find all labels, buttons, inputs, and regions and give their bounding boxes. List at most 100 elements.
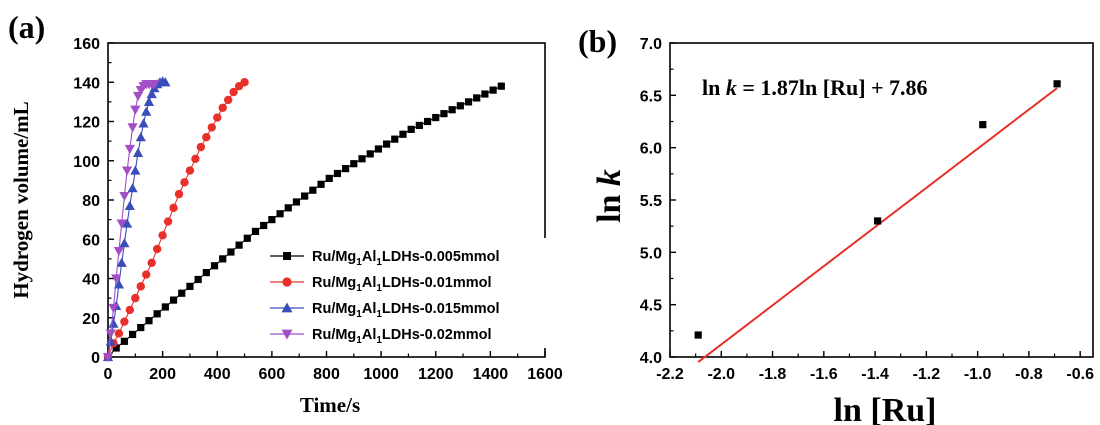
data-point-series-4 <box>122 166 133 176</box>
legend-label: Ru/Mg1Al1LDHs-0.015mmol <box>312 301 500 320</box>
y-tick-label: 40 <box>82 272 100 289</box>
data-point-series-1 <box>128 330 137 339</box>
data-point-series-2 <box>147 258 156 267</box>
data-point-series-4 <box>102 352 114 363</box>
data-point-series-1 <box>260 221 268 230</box>
panel-a-label: (a) <box>8 9 45 45</box>
data-point-series-3 <box>119 238 130 248</box>
y-tick-label: 4.5 <box>640 298 662 315</box>
data-point-series-1 <box>456 102 464 110</box>
panel-a-series-group <box>102 76 505 363</box>
y-tick-label: 5.5 <box>640 193 662 210</box>
scatter-point <box>694 331 702 339</box>
data-point-series-1 <box>374 145 382 153</box>
scatter-point <box>874 217 882 225</box>
panel-b-y-axis-title: ln k <box>591 169 628 223</box>
data-point-series-1 <box>481 90 489 98</box>
x-tick-label: -2.0 <box>707 366 735 383</box>
data-point-series-2 <box>191 154 200 163</box>
data-point-series-2 <box>207 123 216 132</box>
data-point-series-1 <box>448 106 456 114</box>
data-point-series-1 <box>202 269 210 277</box>
x-tick-label: 200 <box>149 366 176 383</box>
legend-label: Ru/Mg1Al1LDHs-0.005mmol <box>312 249 500 268</box>
data-point-series-1 <box>186 282 194 290</box>
data-point-series-1 <box>391 135 399 143</box>
data-point-series-1 <box>358 155 366 163</box>
data-point-series-4 <box>127 123 138 133</box>
y-tick-label: 120 <box>73 115 100 132</box>
x-tick-label: -0.8 <box>1015 366 1043 383</box>
data-point-series-2 <box>131 293 140 303</box>
data-point-series-3 <box>124 200 135 210</box>
data-point-series-1 <box>268 216 276 224</box>
data-point-series-4 <box>108 303 119 314</box>
data-point-series-2 <box>169 203 178 213</box>
data-point-series-1 <box>145 317 153 325</box>
y-tick-label: 5.0 <box>640 245 662 262</box>
legend-marker <box>281 329 293 340</box>
x-tick-label: 0 <box>104 366 113 383</box>
data-point-series-4 <box>113 246 125 257</box>
data-point-series-1 <box>292 198 301 206</box>
panel-a-y-axis-title: Hydrogen volume/mL <box>9 101 33 298</box>
data-point-series-3 <box>132 147 144 157</box>
data-point-series-3 <box>113 279 125 289</box>
y-tick-label: 100 <box>73 154 100 171</box>
x-tick-label: -1.0 <box>964 366 992 383</box>
x-tick-label: 600 <box>259 366 286 383</box>
data-point-series-4 <box>105 329 116 339</box>
panel-a-axes: 0 200 400 600 800 1000 1200 1400 1600 0 20 40 60 80 10… <box>73 36 563 383</box>
data-point-series-1 <box>432 113 440 122</box>
data-point-series-2 <box>185 166 195 175</box>
data-point-series-1 <box>317 180 325 188</box>
data-point-series-2 <box>213 113 222 122</box>
panel-b-label: (b) <box>578 23 617 59</box>
data-point-series-1 <box>309 186 317 194</box>
data-point-series-3 <box>122 218 133 228</box>
data-point-series-1 <box>325 174 333 183</box>
data-point-series-1 <box>399 130 407 138</box>
data-point-series-4 <box>124 144 135 155</box>
data-point-series-3 <box>108 318 119 328</box>
data-point-series-1 <box>194 275 202 284</box>
data-point-series-1 <box>382 140 391 148</box>
data-point-series-3 <box>105 336 116 346</box>
data-point-series-2 <box>240 78 249 87</box>
x-tick-label: 1000 <box>363 366 399 383</box>
data-point-series-1 <box>178 289 186 297</box>
data-point-series-2 <box>229 87 238 97</box>
x-tick-label: 1600 <box>527 366 563 383</box>
data-point-series-2 <box>152 244 162 254</box>
data-point-series-2 <box>158 231 167 240</box>
x-tick-label: 1400 <box>473 366 509 383</box>
data-point-series-1 <box>464 98 473 106</box>
legend-box <box>263 238 555 348</box>
data-point-series-1 <box>497 82 505 90</box>
data-point-series-1 <box>137 323 145 332</box>
x-tick-label: 1200 <box>418 366 454 383</box>
fit-equation: ln k = 1.87ln [Ru] + 7.86 <box>702 75 928 100</box>
data-point-series-3 <box>127 183 138 193</box>
data-point-series-4 <box>130 105 141 115</box>
data-point-series-2 <box>142 270 151 279</box>
data-point-series-1 <box>227 248 235 256</box>
x-tick-label: -1.8 <box>759 366 787 383</box>
data-point-series-1 <box>440 110 448 118</box>
data-point-series-1 <box>333 169 342 178</box>
panel-b: (b) ln [Ru] ln k ln k = 1.87ln [Ru] + 7.… <box>578 23 1094 425</box>
data-point-series-1 <box>210 262 219 270</box>
data-point-series-2 <box>223 95 233 105</box>
data-point-series-2 <box>136 282 145 291</box>
data-point-series-2 <box>163 217 173 226</box>
data-point-series-1 <box>342 165 350 173</box>
y-tick-label: 6.0 <box>640 141 662 158</box>
data-point-series-4 <box>119 191 130 202</box>
data-point-series-1 <box>473 94 481 102</box>
y-tick-label: 0 <box>91 350 100 367</box>
data-point-series-2 <box>218 103 227 112</box>
panel-b-data-group <box>694 80 1061 363</box>
data-point-series-4 <box>116 219 127 229</box>
data-point-series-3 <box>141 106 152 116</box>
